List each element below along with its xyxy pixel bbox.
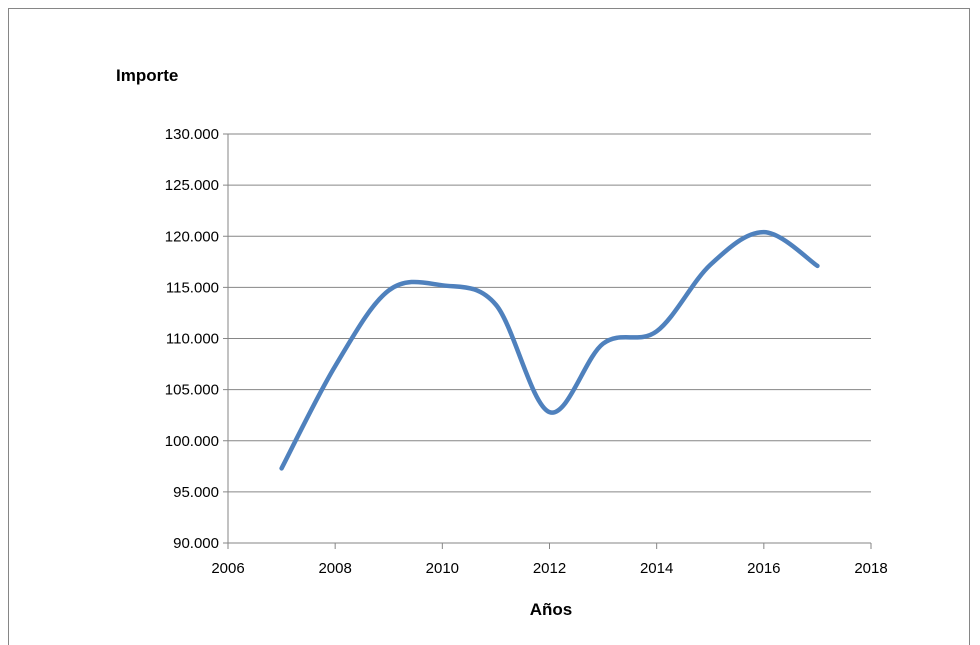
y-tick-label: 90.000 xyxy=(173,535,219,552)
series-line xyxy=(279,229,820,471)
y-tick-label: 110.000 xyxy=(166,331,219,348)
x-tick-label: 2016 xyxy=(747,560,780,577)
y-tick-label: 120.000 xyxy=(165,228,219,245)
y-tick-label: 95.000 xyxy=(173,484,219,501)
x-tick-label: 2018 xyxy=(854,560,887,577)
x-tick-label: 2006 xyxy=(211,560,244,577)
y-tick-label: 130.000 xyxy=(165,126,219,143)
tick-labels: 90.000 95.000 100.000 105.000 110.000 115.000… xyxy=(165,126,888,577)
y-tick-label: 125.000 xyxy=(165,177,219,194)
y-tick-label: 105.000 xyxy=(165,382,219,399)
y-tick-label: 115.000 xyxy=(166,279,219,296)
x-tick-label: 2014 xyxy=(640,560,673,577)
axes xyxy=(223,133,872,549)
x-tick-label: 2012 xyxy=(533,560,566,577)
y-tick-label: 100.000 xyxy=(165,433,219,450)
chart-frame xyxy=(8,8,970,645)
x-tick-label: 2008 xyxy=(318,560,351,577)
x-axis-title: Años xyxy=(530,600,573,619)
gridlines xyxy=(228,133,871,493)
series-layer xyxy=(279,229,820,471)
y-axis-title: Importe xyxy=(116,66,178,85)
x-tick-label: 2010 xyxy=(426,560,459,577)
